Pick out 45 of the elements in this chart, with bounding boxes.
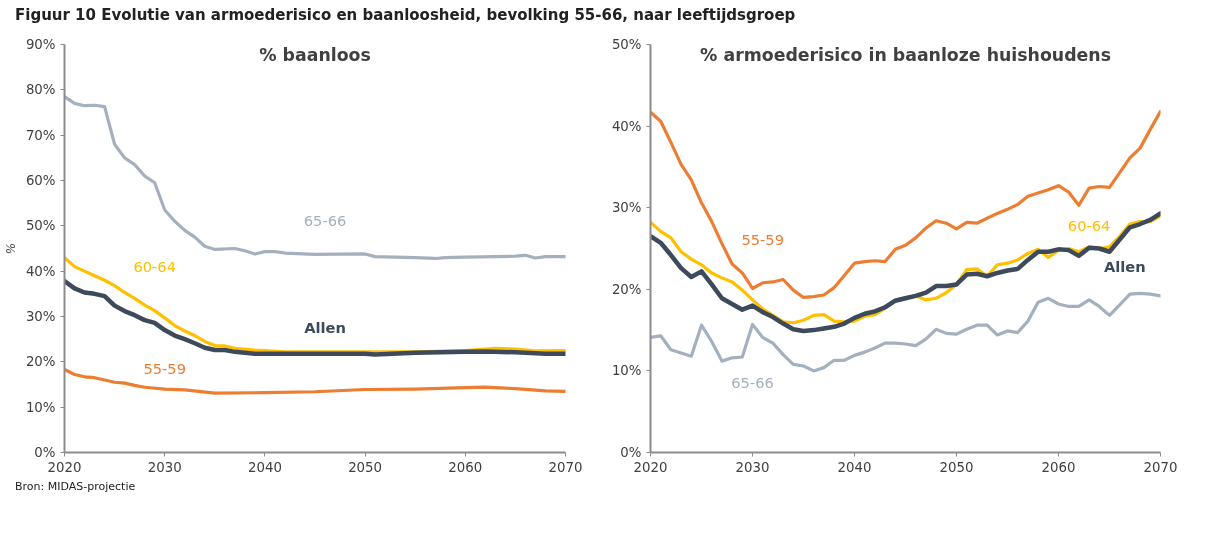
- x-tick-label: 2050: [939, 459, 974, 475]
- y-tick-label: 30%: [25, 309, 56, 324]
- x-tick-label: 2040: [247, 459, 282, 475]
- chart-subtitle: % armoederisico in baanloze huishoudens: [700, 44, 1111, 65]
- y-tick-label: 10%: [25, 399, 56, 415]
- y-tick-label: 40%: [611, 118, 642, 134]
- x-tick-label: 2030: [147, 459, 182, 475]
- y-tick-label: 90%: [25, 37, 56, 52]
- y-tick-label: 50%: [611, 37, 642, 52]
- x-tick-label: 2050: [348, 459, 383, 475]
- y-tick-label: 30%: [611, 200, 642, 216]
- y-tick-label: 20%: [611, 281, 642, 297]
- x-tick-label: 2070: [548, 459, 583, 475]
- x-tick-label: 2070: [1143, 459, 1178, 475]
- y-tick-label: 10%: [611, 363, 642, 379]
- series-label: 55-59: [143, 359, 186, 377]
- x-tick-label: 2030: [735, 459, 770, 475]
- line-series: [64, 95, 566, 261]
- line-series: [650, 109, 1161, 300]
- x-tick-label: 2040: [837, 459, 872, 475]
- y-tick-label: 0%: [34, 445, 56, 460]
- series-label: 65-66: [731, 374, 774, 392]
- series-label: 60-64: [133, 257, 176, 275]
- series-label: Allen: [1103, 257, 1146, 275]
- y-tick-label: 50%: [25, 218, 56, 234]
- y-axis-title: %: [3, 242, 18, 255]
- y-tick-label: 0%: [620, 445, 642, 460]
- y-tick-label: 70%: [25, 127, 56, 143]
- x-tick-label: 2020: [47, 459, 82, 475]
- series-label: 65-66: [303, 212, 347, 230]
- series-label: 60-64: [1067, 216, 1111, 234]
- chart-title: Figuur 10 Evolutie van armoederisico en baanloosheid, bevolking 55-66, naar leeftijdsgroep: [15, 5, 796, 26]
- line-series: [650, 291, 1161, 373]
- text: Bron: MIDAS-projectie: [15, 479, 136, 495]
- x-tick-label: 2020: [633, 459, 668, 475]
- y-tick-label: 80%: [25, 82, 56, 98]
- y-tick-label: 60%: [25, 173, 56, 188]
- x-tick-label: 2060: [1041, 459, 1076, 475]
- y-tick-label: 20%: [25, 354, 56, 370]
- series-label: Allen: [304, 319, 346, 337]
- y-tick-label: 40%: [25, 263, 56, 279]
- series-label: 55-59: [741, 231, 784, 249]
- x-tick-label: 2060: [448, 459, 483, 475]
- chart-subtitle: % baanloos: [259, 44, 371, 65]
- line-series: [64, 278, 566, 357]
